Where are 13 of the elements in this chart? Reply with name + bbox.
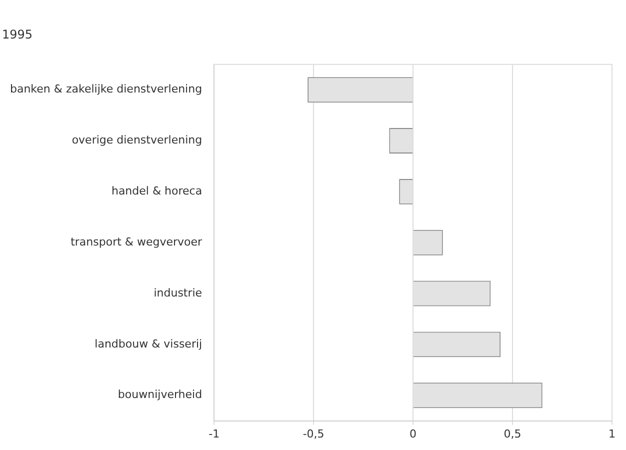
y-tick-label: bouwnijverheid xyxy=(118,388,202,402)
y-tick-label: transport & wegvervoer xyxy=(70,235,203,248)
x-tick-label: 0,5 xyxy=(504,427,522,440)
y-tick-label: banken & zakelijke dienstverlening xyxy=(10,82,202,96)
x-tick-label: 0 xyxy=(410,427,417,440)
y-tick-label: landbouw & visserij xyxy=(94,337,202,350)
y-tick-label: industrie xyxy=(154,286,202,300)
x-tick-label: -1 xyxy=(208,427,220,440)
x-tick-label: 1 xyxy=(608,427,616,440)
x-tick-label: -0,5 xyxy=(302,427,324,440)
text: 1995 xyxy=(2,27,33,42)
y-tick-label: overige dienstverlening xyxy=(72,134,202,147)
y-tick-label: handel & horeca xyxy=(111,184,202,198)
